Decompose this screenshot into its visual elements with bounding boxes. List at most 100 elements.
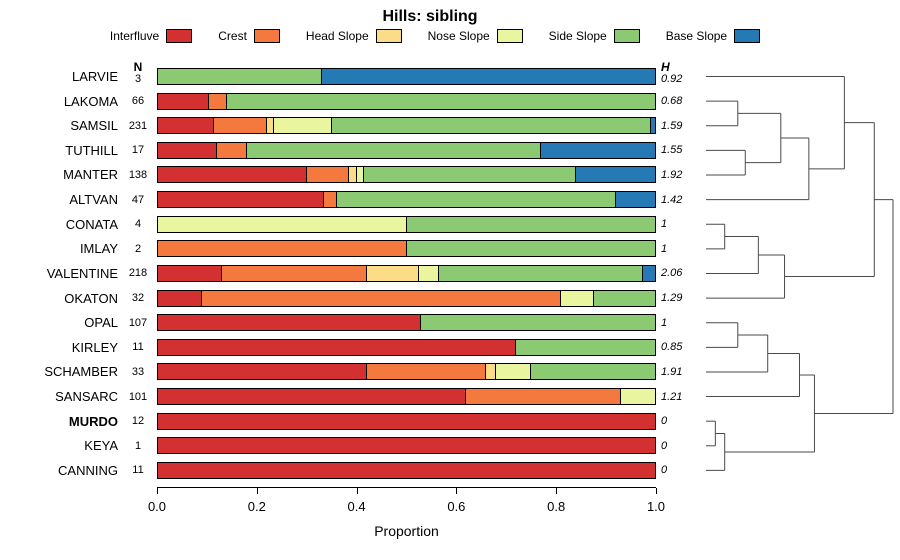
h-value: 1.59: [661, 119, 683, 132]
h-value: 0.85: [661, 341, 683, 354]
bar-segment-crest: [209, 92, 227, 110]
row-label: VALENTINE: [46, 265, 118, 281]
legend-swatch: [253, 29, 280, 43]
row-label: SANSARC: [55, 389, 118, 405]
bar-segment-nose-slope: [561, 289, 594, 307]
h-value: 1: [661, 316, 668, 329]
n-value: 231: [128, 119, 148, 132]
row-label: SAMSIL: [70, 118, 118, 134]
stacked-bar: [157, 92, 656, 110]
bar-segment-side-slope: [421, 314, 656, 332]
bar-segment-crest: [157, 240, 407, 258]
bar-segment-head-slope: [366, 264, 419, 282]
legend-item: Interfluve: [109, 29, 193, 43]
stacked-bar: [157, 166, 656, 184]
bar-segment-interfluve: [157, 412, 656, 430]
bar-segment-crest: [324, 191, 337, 209]
legend-item: Crest: [218, 29, 280, 43]
n-value: 32: [131, 292, 145, 305]
x-axis-tick-label: 0.8: [547, 498, 566, 514]
n-value: 218: [128, 267, 148, 280]
bar-segment-side-slope: [246, 141, 542, 159]
legend-item: Base Slope: [665, 29, 761, 43]
bar-segment-base-slope: [321, 68, 656, 85]
h-value: 1.29: [661, 292, 683, 305]
x-axis-tick-label: 0.0: [147, 498, 167, 514]
x-axis-tick-label: 0.6: [447, 498, 466, 514]
bar-segment-interfluve: [157, 264, 222, 282]
bar-segment-interfluve: [157, 314, 422, 332]
stacked-bar: [157, 117, 656, 135]
bar-segment-crest: [466, 388, 622, 406]
stacked-bar: [157, 191, 656, 209]
bar-segment-crest: [201, 289, 562, 307]
h-value: 1: [661, 218, 668, 231]
legend-swatch: [166, 29, 193, 43]
bar-segment-interfluve: [157, 191, 325, 209]
row-label: ALTVAN: [69, 192, 118, 208]
bar-segment-interfluve: [157, 461, 656, 479]
bar-segment-head-slope: [266, 117, 275, 135]
stacked-bar: [157, 412, 656, 430]
row-label: CONATA: [65, 216, 118, 232]
n-value: 11: [132, 341, 144, 354]
bar-segment-side-slope: [593, 289, 656, 307]
bar-segment-base-slope: [616, 191, 656, 209]
legend-label: Crest: [218, 29, 247, 43]
n-value: 4: [134, 218, 142, 231]
x-axis-tick: [456, 487, 458, 494]
stacked-bar: [157, 68, 656, 85]
legend-swatch: [496, 29, 523, 43]
h-value: 0: [661, 464, 668, 477]
n-value-text: 3: [134, 73, 142, 85]
bar-segment-side-slope: [157, 68, 322, 85]
row-label: MURDO: [68, 413, 118, 429]
bar-segment-nose-slope: [274, 117, 332, 135]
h-column-header: H: [661, 60, 670, 74]
stacked-bar: [157, 338, 656, 356]
bar-segment-interfluve: [157, 166, 307, 184]
bar-segment-crest: [214, 117, 267, 135]
n-value: 138: [128, 168, 148, 181]
bar-segment-base-slope: [541, 141, 656, 159]
stacked-bar: [157, 141, 656, 159]
bar-segment-head-slope: [349, 166, 357, 184]
legend-label: Base Slope: [665, 29, 728, 43]
bar-segment-interfluve: [157, 437, 656, 455]
bar-segment-interfluve: [157, 363, 367, 381]
h-value: 1.21: [661, 390, 683, 403]
legend-item: Head Slope: [306, 29, 402, 43]
bar-segment-side-slope: [331, 117, 651, 135]
legend-label: Nose Slope: [427, 29, 490, 43]
bar-segment-nose-slope: [496, 363, 532, 381]
n-value: 11: [132, 464, 144, 477]
stacked-bar: [157, 264, 656, 282]
stacked-bar: [157, 461, 656, 479]
x-axis: [157, 486, 656, 488]
row-label: LAKOMA: [63, 93, 118, 109]
h-value: H 0.92: [661, 61, 707, 85]
bar-segment-interfluve: [157, 289, 202, 307]
x-axis-tick-label: 0.4: [347, 498, 366, 514]
bar-segment-interfluve: [157, 92, 210, 110]
row-label: OKATON: [64, 290, 118, 306]
bar-segment-crest: [216, 141, 247, 159]
h-value: 0: [661, 439, 668, 452]
bar-segment-side-slope: [438, 264, 644, 282]
bar-segment-side-slope: [226, 92, 656, 110]
n-value: 107: [128, 316, 148, 329]
n-value: 1: [134, 439, 142, 452]
bar-segment-side-slope: [531, 363, 656, 381]
h-value: 1.91: [661, 365, 683, 378]
legend-label: Interfluve: [109, 29, 160, 43]
bar-segment-base-slope: [650, 117, 656, 135]
legend-label: Side Slope: [548, 29, 607, 43]
stacked-bar: [157, 289, 656, 307]
bar-segment-nose-slope: [157, 215, 407, 233]
h-value-text: 0.92: [661, 73, 683, 85]
row-label: KEYA: [84, 438, 118, 454]
stacked-bar: [157, 437, 656, 455]
bar-segment-interfluve: [157, 388, 467, 406]
